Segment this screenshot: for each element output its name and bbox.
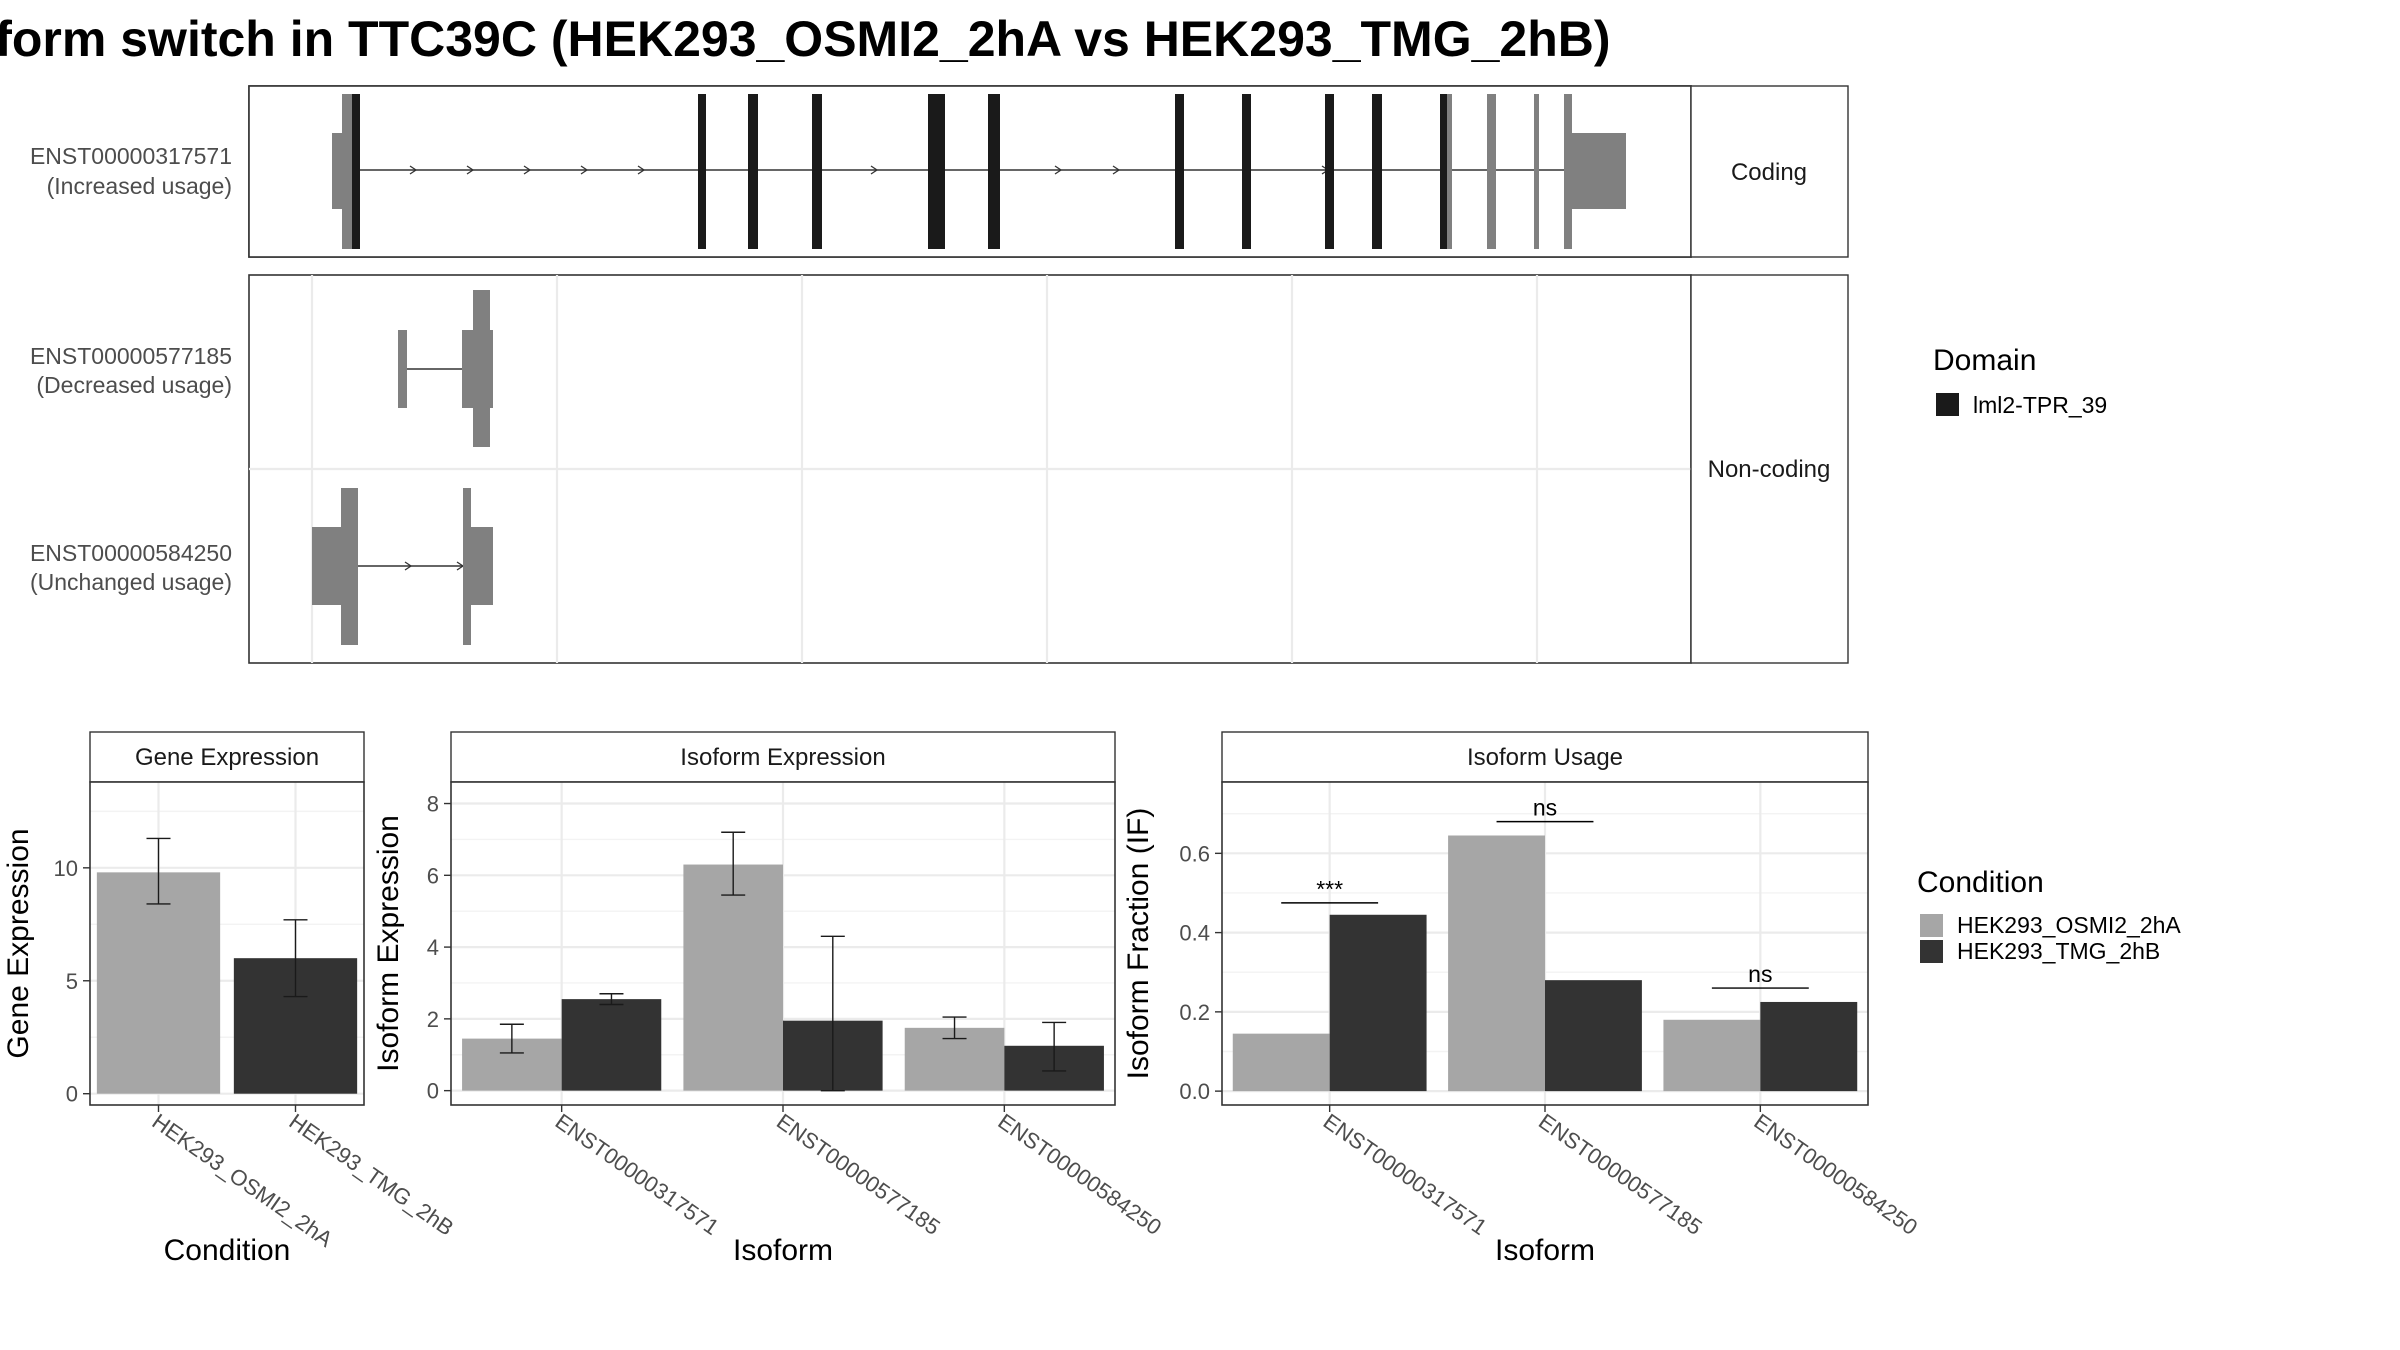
condition-legend-swatch-b: [1920, 940, 1943, 963]
y-tick-label: 0.4: [1179, 921, 1210, 946]
x-axis-title: Isoform: [1495, 1234, 1595, 1267]
bar: [561, 999, 662, 1091]
significance-label: ns: [1533, 795, 1557, 821]
y-tick-label: 6: [427, 863, 439, 888]
intron-direction-arrows: [409, 165, 1330, 175]
transcript-labels: ENST00000317571 (Increased usage) ENST00…: [30, 143, 232, 595]
utr-exon: [332, 133, 344, 209]
transcript-id-3: ENST00000584250: [30, 540, 232, 566]
domain-exon: [1372, 94, 1382, 249]
domain-legend-label: lml2-TPR_39: [1973, 392, 2107, 418]
strip-noncoding-label: Non-coding: [1708, 456, 1831, 483]
domain-exon: [988, 94, 1000, 249]
x-axis-title: Isoform: [733, 1234, 833, 1267]
gene-expression-chart: Gene Expression0510HEK293_OSMI2_2hAHEK29…: [2, 731, 458, 1267]
y-tick-label: 10: [54, 856, 78, 881]
y-tick-label: 2: [427, 1007, 439, 1032]
x-tick-label: ENST00000317571: [551, 1109, 724, 1240]
structure-coding-panel: [248, 85, 1692, 258]
domain-legend: Domain lml2-TPR_39: [1933, 344, 2107, 418]
y-axis-title: Gene Expression: [2, 828, 35, 1058]
x-axis-title: Condition: [164, 1234, 291, 1267]
exon: [398, 330, 407, 408]
x-tick-label: ENST00000577185: [772, 1109, 945, 1240]
domain-exon: [352, 94, 360, 249]
y-tick-label: 8: [427, 792, 439, 817]
domain-legend-swatch: [1936, 393, 1959, 416]
significance-label: ns: [1748, 961, 1772, 987]
x-tick-label: ENST00000584250: [1749, 1109, 1922, 1240]
transcript-track-1: [332, 94, 1626, 249]
y-tick-label: 0.2: [1179, 1000, 1210, 1025]
strip-coding-label: Coding: [1731, 159, 1807, 186]
exon: [463, 488, 471, 645]
domain-exon: [1325, 94, 1334, 249]
exon: [1564, 94, 1572, 249]
domain-exon: [812, 94, 822, 249]
bar: [1448, 835, 1545, 1092]
bar: [1329, 914, 1427, 1092]
condition-legend-swatch-a: [1920, 914, 1943, 937]
domain-legend-title: Domain: [1933, 344, 2036, 377]
exon: [1487, 94, 1496, 249]
strip-coding: Coding: [1690, 85, 1849, 258]
domain-exon: [698, 94, 706, 249]
transcript-id-1: ENST00000317571: [30, 143, 232, 169]
panel-strip-title: Isoform Expression: [680, 744, 885, 771]
panel-strip: [450, 731, 1116, 783]
bar: [1545, 980, 1642, 1092]
x-tick-label: ENST00000317571: [1319, 1109, 1492, 1240]
isoform-expression-chart: Isoform Expression 0 2 4 6 8 ENST00000317571 EN…: [372, 731, 1166, 1267]
domain-exon: [748, 94, 758, 249]
panel-strip: [89, 731, 365, 783]
y-tick-label: 0: [66, 1082, 78, 1107]
panel-border: [89, 781, 365, 1106]
exon: [473, 290, 490, 447]
exon: [341, 488, 358, 645]
utr-exon: [462, 330, 474, 408]
panel-strip-title: Isoform Usage: [1467, 744, 1623, 771]
utr-exon: [470, 527, 493, 605]
y-tick-label: 0: [427, 1079, 439, 1104]
transcript-id-2: ENST00000577185: [30, 343, 232, 369]
y-axis-title: Isoform Expression: [372, 815, 405, 1072]
y-tick-label: 0.6: [1179, 841, 1210, 866]
bar: [96, 872, 221, 1094]
bar: [1232, 1033, 1330, 1092]
x-tick-label: ENST00000577185: [1534, 1109, 1707, 1240]
transcript-track-2: [398, 290, 493, 447]
utr-exon: [1570, 133, 1626, 209]
exon: [1534, 94, 1539, 249]
utr-exon: [489, 330, 493, 408]
transcript-usage-2: (Decreased usage): [36, 372, 232, 398]
isoform-usage-chart: Isoform Usage *** ns ns 0.0 0.2 0.4 0.6 ENST0000…: [1122, 731, 1922, 1267]
domain-exon: [1242, 94, 1251, 249]
y-tick-label: 0.0: [1179, 1079, 1210, 1104]
condition-legend-label-a: HEK293_OSMI2_2hA: [1957, 912, 2181, 938]
condition-legend-title: Condition: [1917, 866, 2044, 899]
exon: [1447, 94, 1452, 249]
y-axis-title: Isoform Fraction (IF): [1122, 808, 1155, 1080]
transcript-usage-3: (Unchanged usage): [30, 569, 232, 595]
bar: [1760, 1001, 1858, 1092]
significance-label: ***: [1316, 876, 1343, 902]
condition-legend-label-b: HEK293_TMG_2hB: [1957, 938, 2160, 964]
x-tick-label: ENST00000584250: [993, 1109, 1166, 1240]
panel-strip-title: Gene Expression: [135, 744, 319, 771]
transcript-usage-1: (Increased usage): [47, 173, 232, 199]
y-tick-label: 4: [427, 935, 439, 960]
transcript-track-3: [312, 488, 493, 645]
bar: [1663, 1019, 1761, 1092]
domain-exon: [1175, 94, 1184, 249]
exon: [342, 94, 353, 249]
condition-legend: Condition HEK293_OSMI2_2hA HEK293_TMG_2h…: [1917, 866, 2181, 964]
strip-noncoding: Non-coding: [1690, 274, 1849, 664]
utr-exon: [312, 527, 342, 605]
domain-exon: [928, 94, 945, 249]
figure-title: Isoform switch in TTC39C (HEK293_OSMI2_2…: [0, 11, 1611, 67]
y-tick-label: 5: [66, 969, 78, 994]
domain-exon: [1440, 94, 1447, 249]
bar: [683, 864, 783, 1091]
